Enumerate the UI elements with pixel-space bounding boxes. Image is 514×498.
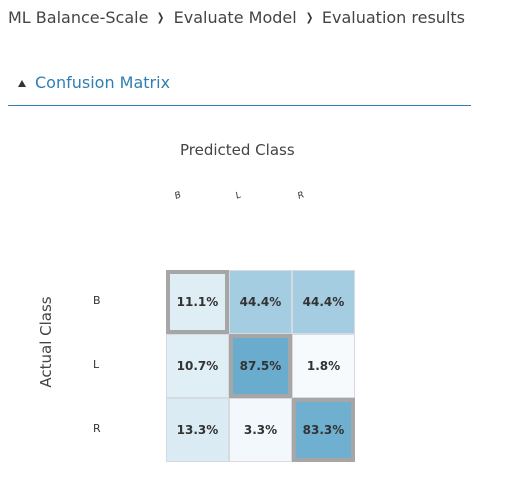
x-axis-title: Predicted Class [180,141,295,159]
y-axis-title: Actual Class [37,296,55,388]
collapse-triangle-icon [18,79,26,87]
column-label-b: B [173,190,183,202]
matrix-cell: 3.3% [229,398,292,462]
breadcrumb-current: Evaluation results [321,8,465,27]
matrix-cell: 83.3% [292,398,355,462]
chevron-right-icon: ❯ [305,11,313,24]
matrix-cell: 10.7% [166,334,229,398]
matrix-cell: 44.4% [292,270,355,334]
matrix-cell: 1.8% [292,334,355,398]
section-divider [8,105,471,106]
matrix-cell: 13.3% [166,398,229,462]
confusion-matrix-section-toggle[interactable]: Confusion Matrix [18,73,170,92]
breadcrumb-module[interactable]: Evaluate Model [173,8,297,27]
column-label-r: R [296,190,306,202]
matrix-cell: 44.4% [229,270,292,334]
section-title: Confusion Matrix [35,73,171,92]
row-label-b: B [93,294,101,307]
matrix-cell: 87.5% [229,334,292,398]
breadcrumb: ML Balance-Scale ❯ Evaluate Model ❯ Eval… [8,8,465,27]
breadcrumb-experiment[interactable]: ML Balance-Scale [8,8,149,27]
column-label-l: L [234,190,243,202]
chevron-right-icon: ❯ [157,11,165,24]
matrix-cell: 11.1% [166,270,229,334]
row-label-l: L [93,358,100,371]
row-label-r: R [93,422,101,435]
confusion-matrix: 11.1% 44.4% 44.4% 10.7% 87.5% 1.8% 13.3% 3.3% 83… [166,270,355,462]
